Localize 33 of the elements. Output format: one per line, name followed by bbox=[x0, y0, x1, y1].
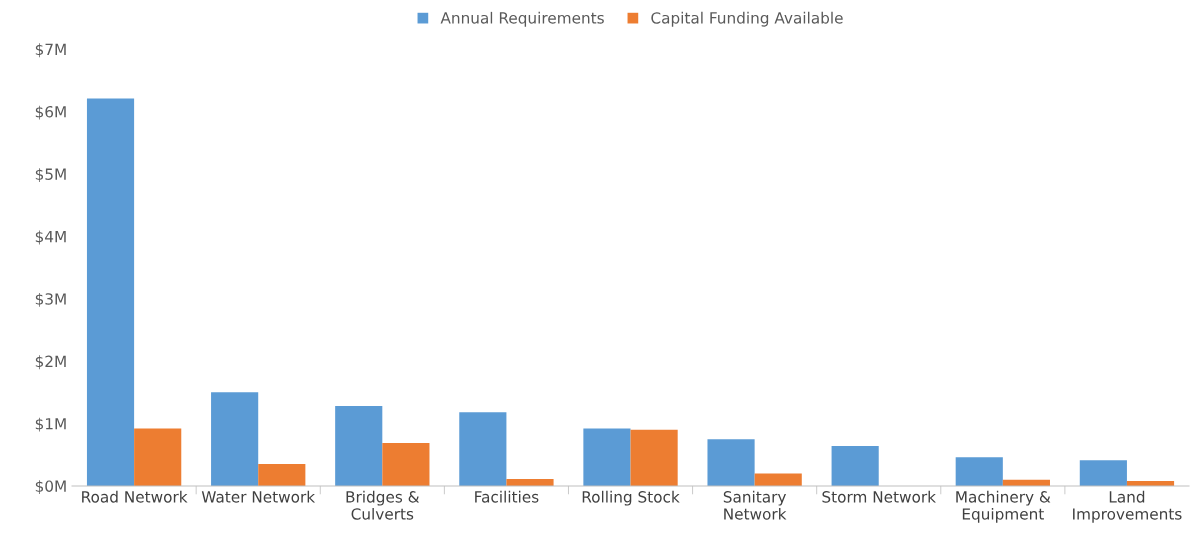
bar bbox=[754, 473, 802, 486]
bar bbox=[459, 412, 507, 486]
x-tick-label: Sanitary Network bbox=[723, 490, 787, 520]
y-tick-label: $4M bbox=[35, 230, 66, 245]
bar bbox=[258, 464, 306, 486]
bar bbox=[831, 446, 879, 486]
y-tick-label: $2M bbox=[35, 355, 66, 370]
legend-label: Annual Requirements bbox=[440, 11, 604, 27]
x-tick-label: Road Network bbox=[82, 490, 188, 503]
bar bbox=[134, 428, 182, 486]
y-tick-label: $1M bbox=[35, 417, 66, 432]
bar bbox=[955, 457, 1003, 486]
bar bbox=[1079, 460, 1127, 486]
bar bbox=[382, 442, 430, 486]
bar bbox=[211, 392, 259, 486]
y-tick-label: $3M bbox=[35, 292, 66, 307]
x-tick-label: Facilities bbox=[475, 490, 539, 503]
x-tick-label: Land Improvements bbox=[1073, 490, 1182, 523]
y-tick-label: $5M bbox=[35, 168, 66, 182]
x-tick-label: Machinery & Equipment bbox=[956, 490, 1051, 523]
x-tick-label: Bridges & Culverts bbox=[346, 490, 420, 520]
y-tick-label: $0M bbox=[35, 480, 66, 494]
y-tick-label: $7M bbox=[35, 43, 66, 58]
x-tick-label: Rolling Stock bbox=[582, 490, 680, 506]
bar bbox=[335, 406, 383, 486]
bar bbox=[707, 439, 755, 486]
x-tick-label: Water Network bbox=[201, 490, 316, 503]
y-tick-label: $6M bbox=[35, 105, 66, 120]
x-tick-label: Storm Network bbox=[822, 490, 936, 503]
bar bbox=[630, 429, 678, 486]
legend-label: Capital Funding Available bbox=[651, 11, 843, 27]
bar bbox=[583, 428, 631, 486]
bar bbox=[86, 98, 135, 486]
